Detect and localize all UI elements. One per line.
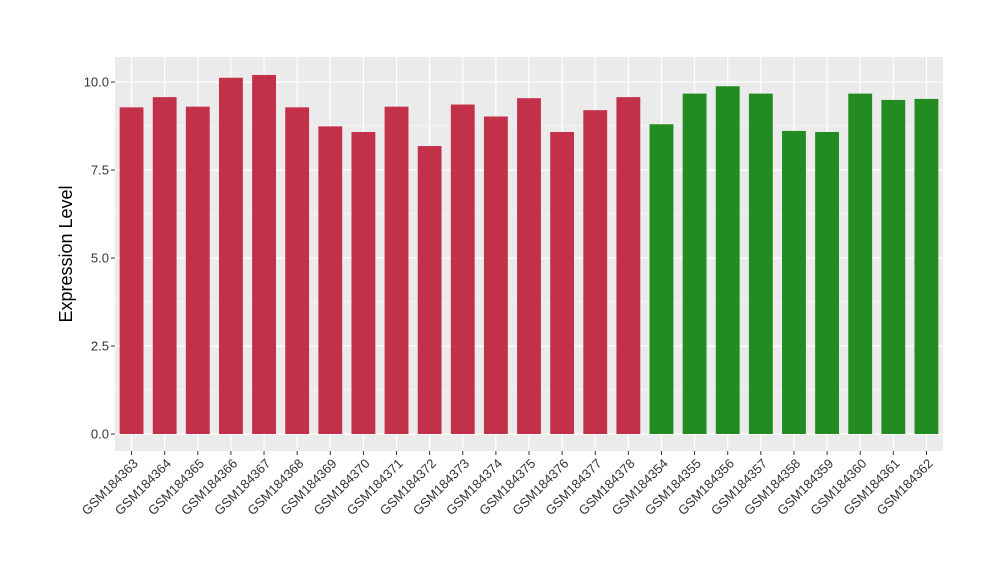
bar-GSM184355 bbox=[682, 93, 707, 434]
x-axis-ticks: GSM184363GSM184364GSM184365GSM184366GSM1… bbox=[79, 451, 936, 518]
bar-GSM184361 bbox=[881, 99, 906, 435]
bar-GSM184364 bbox=[152, 97, 177, 435]
bar-GSM184358 bbox=[782, 130, 806, 435]
y-tick-label: 10.0 bbox=[84, 75, 109, 90]
bar-GSM184369 bbox=[318, 126, 343, 435]
bar-GSM184360 bbox=[848, 93, 873, 434]
bar-GSM184366 bbox=[218, 77, 243, 434]
bar-GSM184357 bbox=[748, 93, 773, 434]
bar-GSM184377 bbox=[583, 110, 608, 434]
bar-GSM184354 bbox=[649, 124, 674, 435]
bar-GSM184371 bbox=[384, 106, 409, 434]
bar-GSM184365 bbox=[185, 106, 210, 434]
bars bbox=[119, 74, 939, 435]
bar-GSM184359 bbox=[815, 131, 840, 434]
bar-GSM184362 bbox=[914, 98, 939, 435]
bar-GSM184367 bbox=[252, 74, 276, 435]
bar-GSM184378 bbox=[616, 97, 641, 435]
bar-GSM184375 bbox=[517, 98, 541, 434]
y-tick-label: 0.0 bbox=[91, 427, 109, 442]
bar-GSM184370 bbox=[351, 131, 376, 434]
y-tick-label: 2.5 bbox=[91, 339, 109, 354]
bar-GSM184376 bbox=[550, 131, 575, 434]
y-tick-label: 7.5 bbox=[91, 163, 109, 178]
bar-GSM184356 bbox=[715, 86, 740, 434]
bar-GSM184363 bbox=[119, 107, 144, 435]
y-axis-ticks: 0.0 2.5 5.0 7.5 10.0 bbox=[84, 75, 115, 442]
y-axis-title: Expression Level bbox=[56, 185, 76, 322]
bar-GSM184372 bbox=[417, 146, 442, 434]
bar-GSM184368 bbox=[285, 107, 310, 435]
bar-GSM184373 bbox=[450, 104, 475, 434]
y-tick-label: 5.0 bbox=[91, 251, 109, 266]
bar-GSM184374 bbox=[483, 116, 508, 434]
